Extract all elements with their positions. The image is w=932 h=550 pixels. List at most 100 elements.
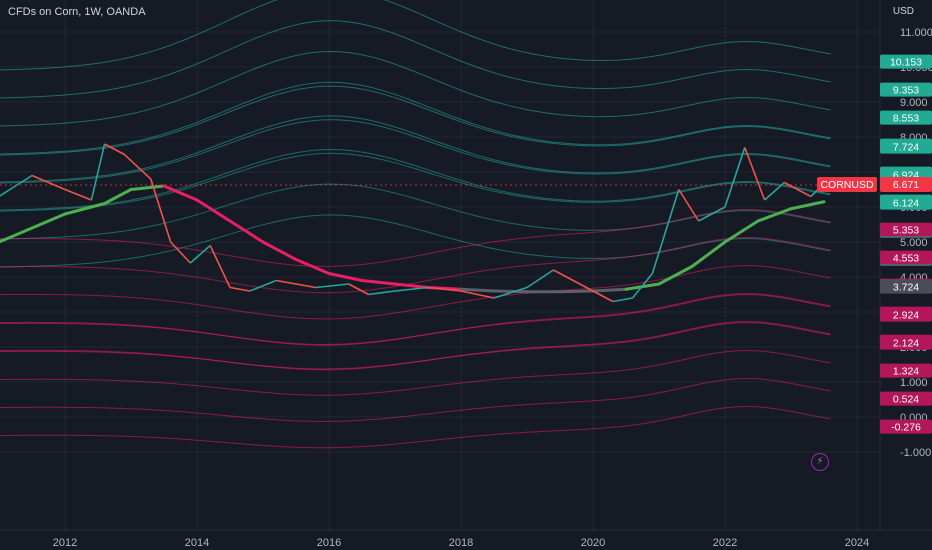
price-segment	[744, 147, 766, 201]
ma-segment	[492, 289, 529, 294]
price-segment	[104, 143, 125, 156]
price-segment	[764, 181, 785, 201]
price-segment	[64, 188, 92, 201]
price-segment	[651, 189, 680, 274]
price-segment	[0, 174, 33, 197]
band-line-lower	[0, 406, 831, 449]
price-segment	[784, 181, 812, 198]
value-badge	[880, 250, 932, 265]
band-line-upper	[0, 119, 831, 184]
ma-segment	[327, 272, 364, 282]
value-badge	[880, 139, 932, 154]
price-segment	[612, 297, 633, 303]
value-badge	[880, 82, 932, 97]
ma-segment	[690, 240, 727, 268]
ma-segment	[63, 202, 107, 216]
price-segment	[631, 272, 654, 299]
band-line-lower	[0, 265, 831, 320]
value-badge-label: 9.353	[893, 85, 919, 97]
price-segment	[315, 283, 349, 289]
symbol-price-badge: CORNUSD 6.671	[817, 177, 932, 192]
price-segment	[209, 245, 231, 288]
x-tick-label: 2022	[713, 537, 737, 549]
price-segment	[276, 279, 297, 285]
price-segment	[394, 286, 429, 292]
ma-segment	[558, 289, 595, 294]
value-badge	[880, 195, 932, 210]
time-axis[interactable]: 2012 2014 2016 2018 2020 2022 2024	[53, 537, 869, 549]
value-badge	[880, 110, 932, 125]
symbol-label: CORNUSD	[820, 179, 874, 191]
y-tick-label: -1.000	[900, 447, 931, 459]
y-tick-label: 11.000	[900, 27, 932, 39]
price-segment	[189, 244, 211, 264]
price-segment	[249, 279, 277, 292]
x-tick-label: 2018	[449, 537, 473, 549]
price-segment	[698, 206, 726, 222]
value-badge	[880, 54, 932, 69]
value-badge-label: 6.124	[893, 198, 919, 210]
y-tick-label: 9.000	[900, 97, 928, 109]
ma-segment	[228, 219, 265, 244]
band-line-lower	[0, 350, 831, 396]
ma-segment	[162, 184, 199, 202]
band-line-upper	[0, 214, 831, 268]
value-badge	[880, 307, 932, 322]
lightning-icon[interactable]: ⚡	[811, 453, 829, 471]
price-segment	[460, 290, 495, 299]
value-badge-label: 3.724	[893, 282, 919, 294]
x-tick-label: 2016	[317, 537, 341, 549]
value-badge-label: 10.153	[890, 57, 922, 69]
band-line-lower	[0, 322, 831, 370]
envelope-bands	[0, 0, 831, 449]
band-line-lower	[0, 237, 831, 294]
band-line-upper	[0, 0, 831, 71]
band-line-lower	[0, 378, 831, 423]
value-badge	[880, 279, 932, 294]
price-segment	[90, 143, 106, 201]
value-badge-label: 4.553	[893, 253, 919, 265]
price-series	[0, 143, 825, 303]
price-segment	[493, 286, 528, 299]
band-line-upper	[0, 50, 831, 127]
ma-segment	[294, 258, 331, 275]
price-segment	[295, 283, 316, 289]
price-segment	[348, 283, 369, 296]
band-line-upper	[0, 148, 831, 211]
value-badge	[880, 222, 932, 237]
ma-segment	[723, 219, 760, 244]
ma-segment	[360, 279, 397, 286]
x-tick-label: 2020	[581, 537, 605, 549]
band-line-upper	[0, 115, 831, 183]
ma-segment	[789, 200, 826, 211]
band-value-badges: 10.1539.3538.5537.7537.7246.9536.9246.15…	[880, 54, 932, 434]
band-line-lower	[0, 294, 831, 346]
value-badge	[880, 335, 932, 350]
value-badge	[880, 419, 932, 434]
price-segment	[150, 178, 172, 243]
value-badge-label: 2.924	[893, 310, 919, 322]
value-badge-label: 0.524	[893, 394, 919, 406]
ma-segment	[591, 287, 628, 293]
ma-segment	[459, 287, 496, 293]
ma-segment	[195, 198, 232, 223]
ma-segment	[0, 212, 67, 244]
ma-segment	[756, 207, 793, 223]
value-badge-label: 5.353	[893, 225, 919, 237]
price-segment	[368, 290, 396, 296]
band-line-lower	[0, 321, 831, 371]
band-line-upper	[0, 183, 831, 240]
value-badge-label: 1.324	[893, 366, 919, 378]
price-segment	[229, 286, 250, 292]
y-tick-label: 1.000	[900, 377, 928, 389]
ma-segment	[129, 184, 166, 191]
price-segment	[427, 286, 462, 292]
currency-label[interactable]: USD	[892, 6, 914, 17]
ma-segment	[393, 282, 430, 289]
value-badge-label: 8.553	[893, 113, 919, 125]
moving-average	[0, 184, 826, 294]
price-segment	[579, 283, 614, 303]
value-badge-label: 7.724	[893, 142, 919, 154]
ma-segment	[261, 240, 298, 261]
